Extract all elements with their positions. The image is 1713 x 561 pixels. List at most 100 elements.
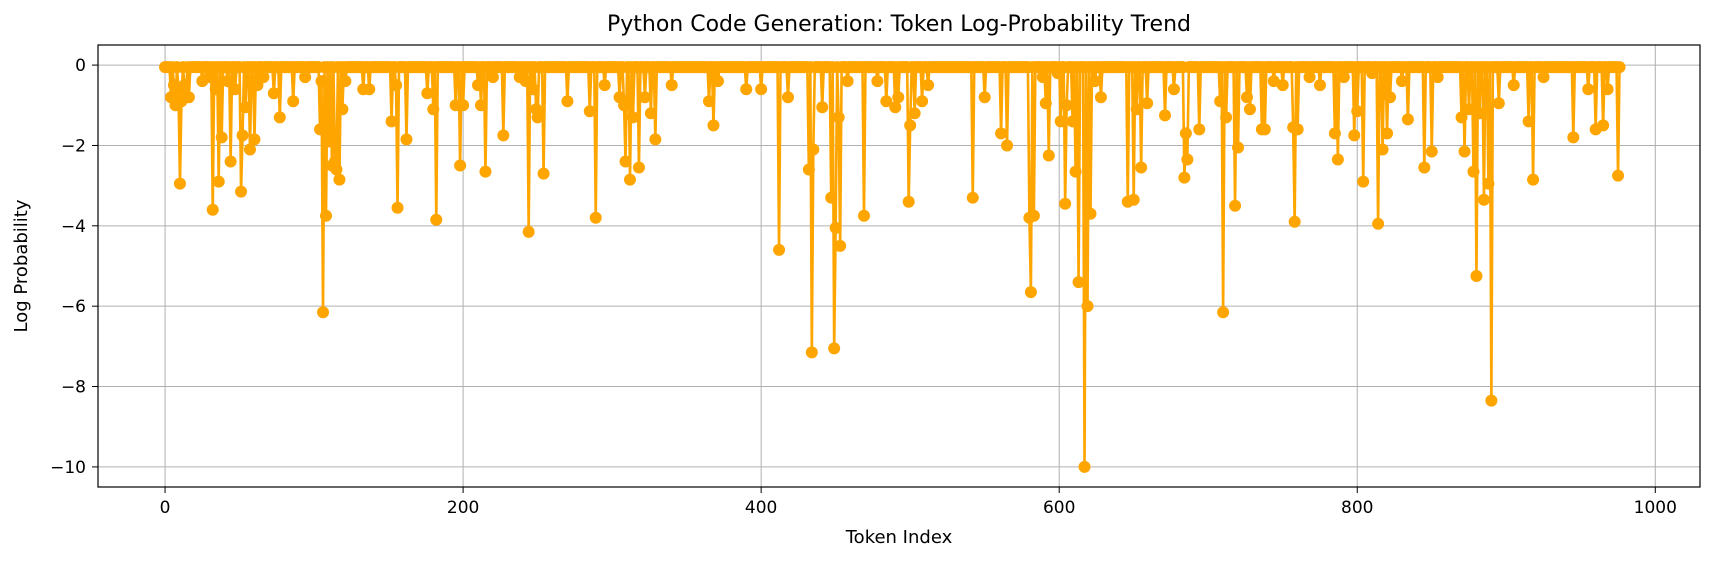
data-point (421, 87, 434, 100)
data-point (1492, 97, 1505, 110)
data-point (1473, 107, 1486, 120)
data-point (391, 201, 404, 214)
data-point (317, 306, 330, 319)
data-point (1243, 103, 1256, 116)
data-point (173, 177, 186, 190)
data-point (519, 75, 532, 88)
data-point (805, 346, 818, 359)
data-point (1507, 79, 1520, 92)
data-point (1084, 207, 1097, 220)
data-point (832, 111, 845, 124)
data-point (1179, 127, 1192, 140)
data-point (390, 79, 403, 92)
data-point (236, 129, 249, 142)
data-point (315, 75, 328, 88)
data-point (1178, 171, 1191, 184)
data-point (703, 95, 715, 108)
data-point (1458, 145, 1471, 158)
data-point (1463, 103, 1476, 116)
data-point (1060, 99, 1073, 112)
data-point (740, 83, 753, 96)
data-point (178, 79, 191, 92)
data-point (479, 165, 492, 178)
data-point (1348, 129, 1361, 142)
data-point (892, 91, 905, 104)
y-axis-title: Log Probability (11, 199, 32, 332)
data-point (1313, 79, 1326, 92)
data-point (1258, 123, 1271, 136)
data-point (825, 191, 838, 204)
data-point (1477, 193, 1490, 206)
data-point (1217, 306, 1230, 319)
data-point (299, 71, 312, 84)
data-point (457, 99, 470, 112)
data-point (333, 173, 346, 186)
data-point (1328, 127, 1341, 140)
y-tick-label: −2 (61, 136, 86, 156)
data-point (1159, 109, 1172, 122)
data-point (583, 105, 596, 118)
data-point (1027, 209, 1040, 222)
data-point (711, 75, 724, 88)
data-point (561, 95, 574, 108)
x-axis: 0 200 400 600 800 1000 (160, 487, 1677, 518)
data-point (1036, 71, 1049, 84)
y-tick-label: −8 (61, 378, 86, 398)
data-point (1066, 115, 1079, 128)
data-point (1141, 97, 1154, 110)
data-point (1425, 145, 1438, 158)
data-point (624, 173, 637, 186)
data-point (531, 111, 544, 124)
data-point (497, 129, 510, 142)
data-point (857, 209, 870, 222)
data-point (1537, 71, 1550, 84)
data-point (1395, 75, 1408, 88)
data-point (904, 119, 917, 132)
x-tick-label: 400 (745, 498, 777, 518)
data-point (239, 101, 252, 114)
data-point (330, 163, 343, 176)
data-point (1229, 199, 1242, 212)
data-point (995, 127, 1008, 140)
data-point (339, 75, 352, 88)
data-point (267, 87, 280, 100)
data-point (618, 99, 631, 112)
data-point (1303, 71, 1316, 84)
data-point (1613, 61, 1626, 74)
data-point (209, 83, 222, 96)
data-point (889, 101, 902, 114)
data-point (781, 91, 794, 104)
plot-frame (97, 44, 1701, 488)
y-tick-label: −10 (50, 458, 86, 478)
data-point (1601, 83, 1614, 96)
data-point (1470, 270, 1483, 283)
data-point (619, 155, 632, 168)
data-point (589, 211, 602, 224)
data-point (807, 143, 820, 156)
data-point (1039, 97, 1052, 110)
data-point (1240, 91, 1253, 104)
data-point (1081, 300, 1094, 313)
data-point (871, 75, 884, 88)
data-point (206, 203, 219, 216)
data-point (1376, 143, 1389, 156)
data-point (215, 131, 228, 144)
data-point (1232, 141, 1245, 154)
data-point (1401, 113, 1414, 126)
data-point (430, 213, 443, 226)
data-point (1384, 91, 1397, 104)
data-point (1220, 111, 1233, 124)
data-point (182, 91, 195, 104)
data-point (1267, 75, 1280, 88)
data-point (632, 161, 645, 174)
data-point (1072, 276, 1085, 289)
data-point (322, 135, 335, 148)
data-point (978, 91, 991, 104)
data-point (649, 133, 662, 146)
data-point (829, 221, 842, 234)
data-point (257, 71, 270, 84)
data-point (224, 155, 237, 168)
data-point (644, 107, 657, 120)
data-point (537, 167, 550, 180)
